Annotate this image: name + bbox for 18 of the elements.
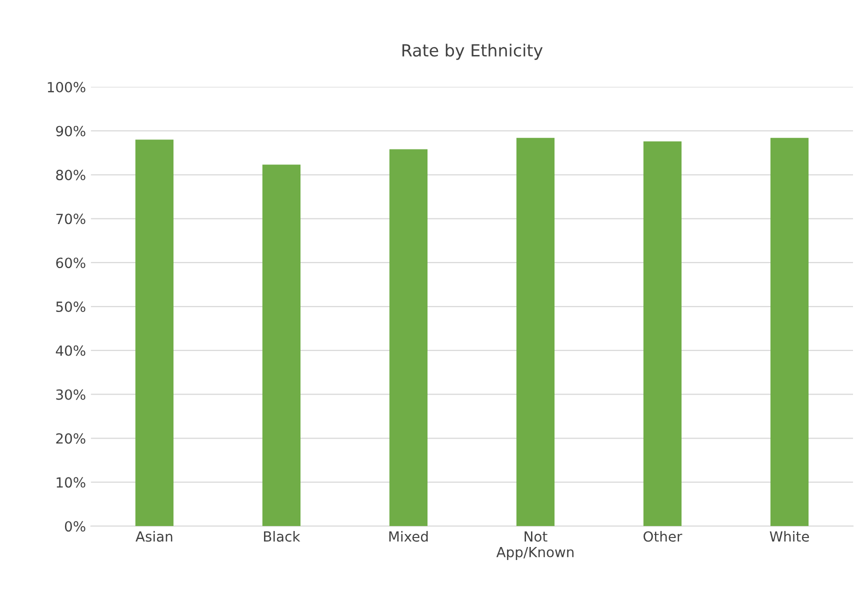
y-tick-label: 100% bbox=[48, 82, 86, 92]
x-tick-label: Mixed bbox=[389, 530, 428, 542]
x-tick-label: Not App/Known bbox=[496, 531, 574, 560]
y-tick-label: 30% bbox=[56, 389, 86, 400]
y-tick-label: 20% bbox=[56, 433, 86, 444]
y-tick-label: 10% bbox=[56, 477, 86, 488]
x-tick-label: Other bbox=[644, 530, 682, 542]
x-tick-label: Black bbox=[264, 530, 300, 542]
y-tick-label: 50% bbox=[56, 301, 86, 312]
y-tick-label: 80% bbox=[56, 170, 86, 180]
x-tick-label: White bbox=[770, 530, 809, 542]
x-tick-label: Asian bbox=[136, 530, 172, 542]
chart-title: Rate by Ethnicity bbox=[402, 44, 543, 60]
y-tick-label: 40% bbox=[56, 345, 86, 356]
y-tick-label: 0% bbox=[64, 521, 86, 532]
y-tick-label: 60% bbox=[56, 258, 86, 268]
y-tick-label: 90% bbox=[56, 126, 86, 136]
y-tick-label: 70% bbox=[56, 214, 86, 224]
